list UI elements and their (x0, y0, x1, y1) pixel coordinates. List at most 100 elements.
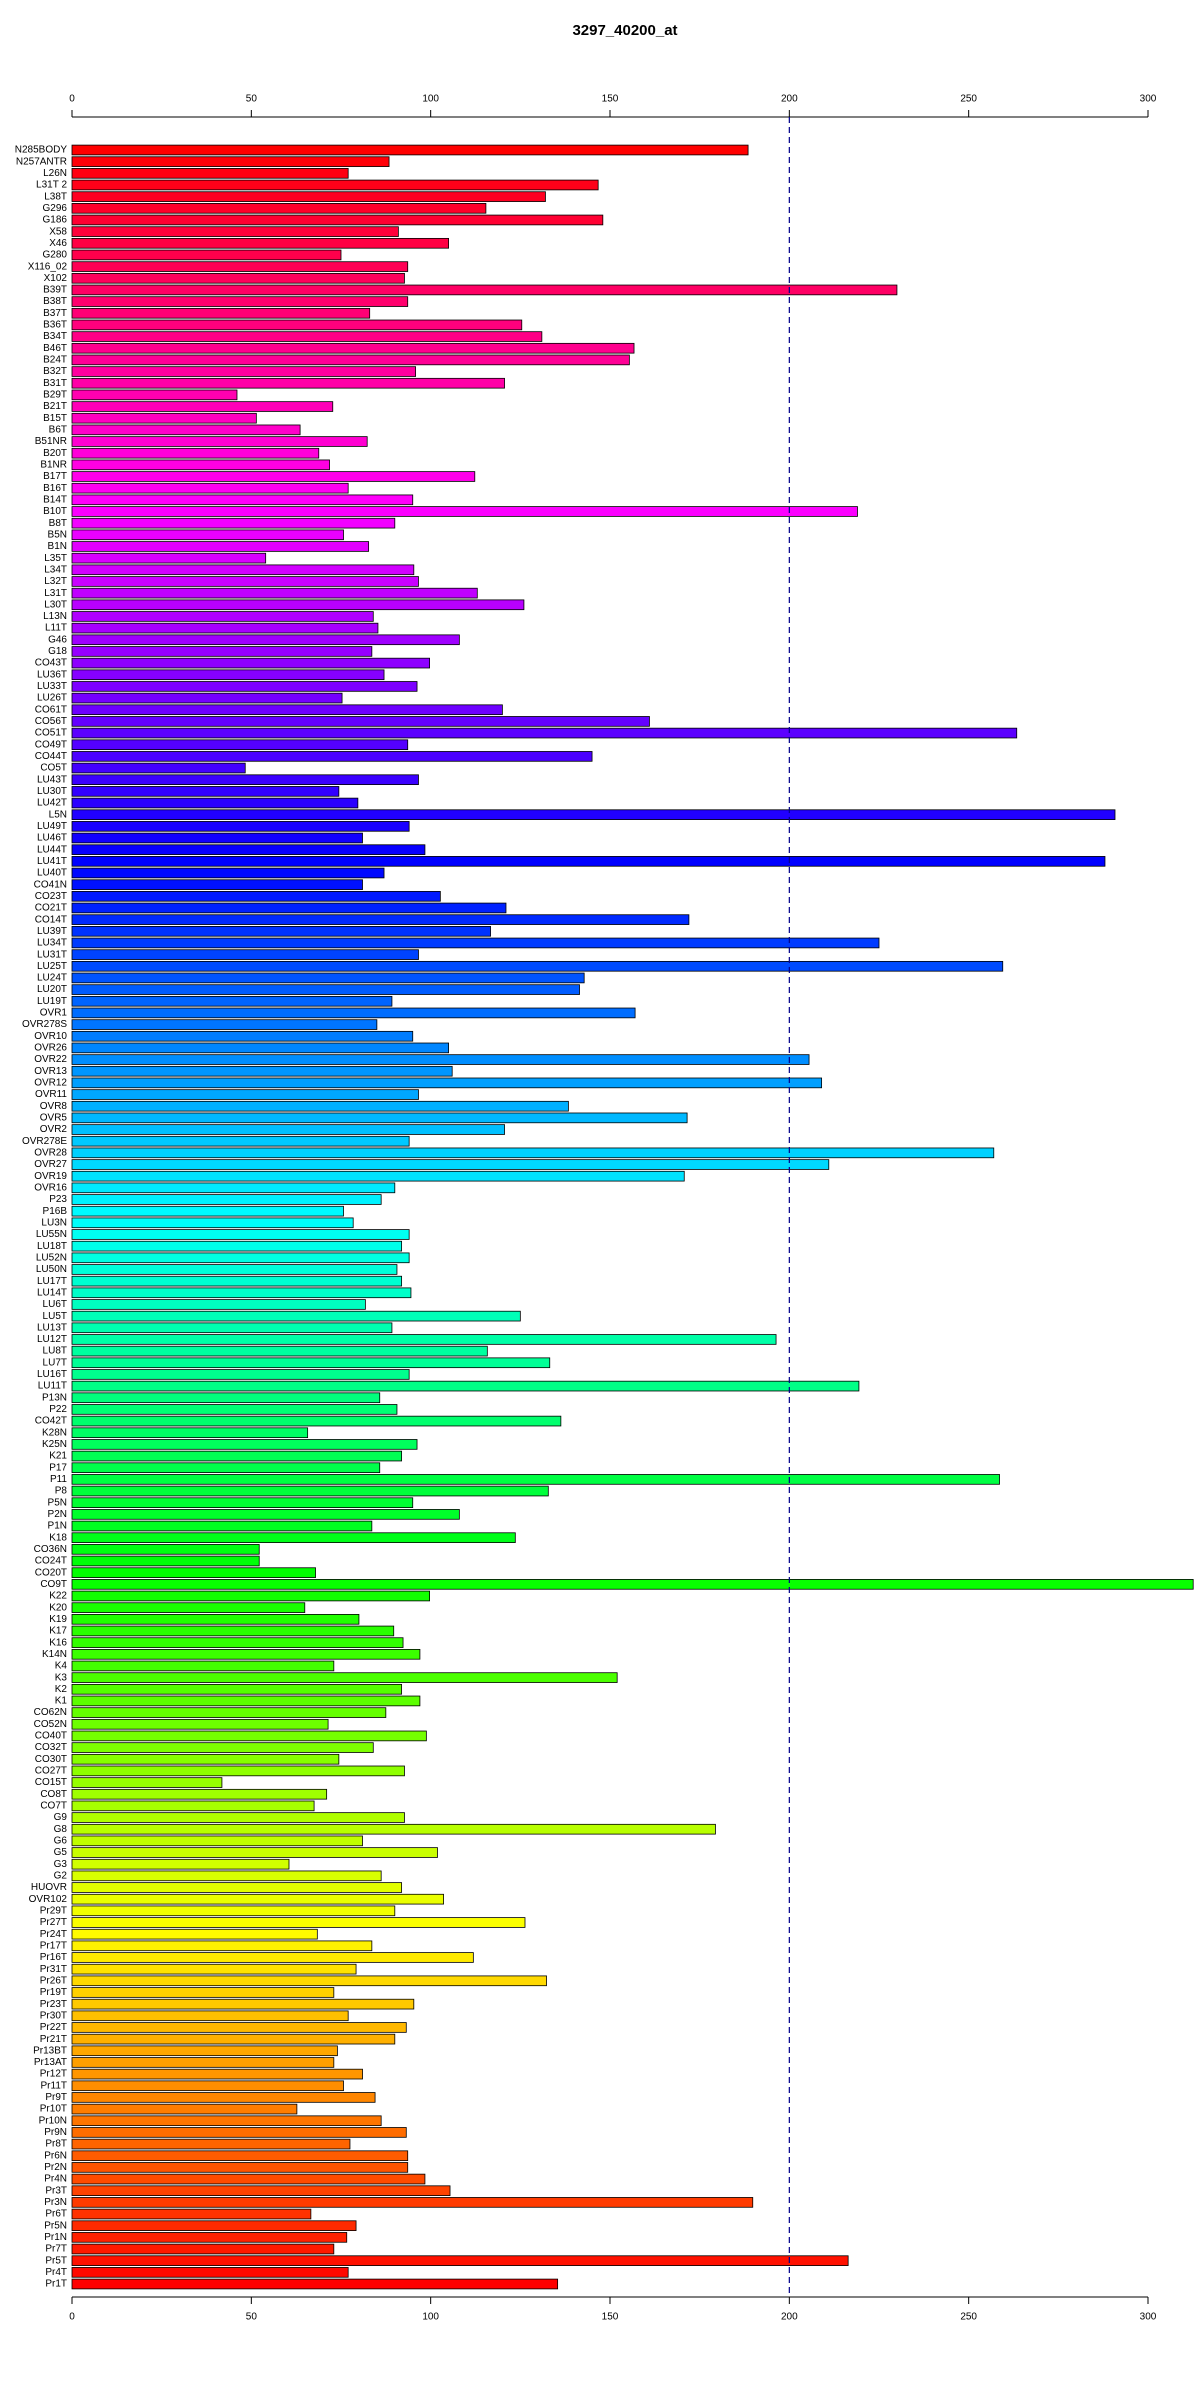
y-tick-label: Pr4N (44, 2174, 67, 2185)
bar (71, 168, 349, 179)
bar (71, 704, 503, 716)
y-tick-label: LU18T (37, 1241, 67, 1252)
bar (71, 447, 320, 459)
y-tick-label: CO49T (35, 739, 67, 750)
y-tick-label: B20T (43, 448, 67, 459)
bar (71, 809, 1116, 820)
y-tick-label: OVR278E (22, 1136, 67, 1147)
bar (71, 681, 418, 692)
bar (71, 995, 393, 1007)
bar (71, 2255, 849, 2266)
bar (71, 249, 342, 261)
bar (71, 844, 426, 855)
y-tick-label: LU50N (36, 1264, 67, 1275)
y-tick-label: K1 (55, 1696, 68, 1707)
y-tick-label: LU17T (37, 1276, 67, 1287)
y-tick-label: Pr22T (40, 2022, 67, 2033)
bar (71, 984, 580, 995)
y-tick-label: G18 (48, 646, 67, 657)
bar (71, 1124, 505, 1135)
bar (71, 1753, 340, 1765)
y-tick-label: LU49T (37, 821, 67, 832)
bar (71, 1462, 381, 1474)
y-tick-label: Pr6T (45, 2209, 67, 2220)
bar (71, 576, 419, 587)
x-tick-label: 0 (69, 2312, 75, 2323)
y-tick-label: Pr4T (45, 2267, 67, 2278)
bar (71, 1765, 405, 1777)
y-tick-label: HUOVR (31, 1882, 67, 1893)
y-tick-label: Pr23T (40, 1999, 67, 2010)
y-tick-label: OVR102 (29, 1894, 68, 1905)
bar (71, 1182, 396, 1194)
y-tick-label: CO41N (34, 879, 67, 890)
bar (71, 867, 385, 879)
bar (71, 762, 246, 774)
y-tick-label: OVR13 (34, 1066, 67, 1077)
y-tick-label: OVR8 (40, 1101, 68, 1112)
bar (71, 552, 267, 564)
y-tick-label: P13N (42, 1392, 67, 1403)
y-tick-label: CO20T (35, 1567, 67, 1578)
x-tick-label: 250 (960, 94, 977, 105)
bar (71, 2197, 754, 2208)
x-tick-label: 50 (246, 2312, 258, 2323)
y-tick-label: LU52N (36, 1252, 67, 1263)
y-tick-label: P22 (49, 1404, 67, 1415)
y-tick-label: OVR11 (35, 1089, 67, 1100)
bar (71, 1369, 410, 1380)
y-tick-label: G186 (43, 215, 68, 226)
y-tick-label: K28N (42, 1427, 67, 1438)
y-tick-label: Pr13AT (34, 2057, 67, 2068)
y-tick-label: Pr17T (40, 1940, 67, 1951)
y-tick-label: CO40T (35, 1731, 67, 1742)
y-tick-label: Pr3T (45, 2185, 67, 2196)
y-tick-label: K22 (49, 1591, 67, 1602)
bar (71, 471, 476, 482)
y-tick-label: CO36N (34, 1544, 67, 1555)
bar (71, 2080, 344, 2092)
bar (71, 203, 487, 214)
bar (71, 1404, 398, 1415)
bar (71, 1928, 318, 1940)
bar (71, 377, 505, 389)
bar (71, 1322, 393, 1334)
bar (71, 1952, 474, 1963)
bar (71, 541, 370, 552)
bar (71, 1847, 438, 1858)
bar (71, 1229, 410, 1240)
y-tick-label: B51NR (35, 436, 67, 447)
y-tick-label: OVR2 (40, 1124, 68, 1135)
y-tick-label: Pr5T (45, 2255, 67, 2266)
y-tick-label: LU30T (37, 786, 67, 797)
y-tick-label: B17T (43, 471, 67, 482)
y-tick-label: Pr7T (45, 2244, 67, 2255)
bar (71, 1497, 414, 1508)
bar (71, 1555, 260, 1567)
bar (71, 2267, 349, 2278)
x-tick-label: 200 (781, 94, 798, 105)
bar (71, 1357, 551, 1369)
y-tick-label: CO23T (35, 891, 67, 902)
y-tick-label: K3 (55, 1672, 68, 1683)
bar (71, 1077, 823, 1089)
bar (71, 436, 368, 447)
bar (71, 1054, 810, 1065)
y-tick-label: G6 (54, 1836, 68, 1847)
y-tick-label: CO32T (35, 1742, 67, 1753)
bar (71, 1905, 396, 1917)
y-tick-label: B46T (43, 343, 67, 354)
y-tick-label: CO14T (35, 914, 67, 925)
bar (71, 1485, 549, 1497)
y-tick-label: X46 (49, 238, 67, 249)
y-tick-label: N285BODY (15, 145, 68, 156)
bar (71, 1823, 716, 1835)
bar (71, 599, 525, 611)
x-tick-label: 150 (602, 2312, 619, 2323)
bar (71, 1683, 403, 1695)
x-tick-label: 100 (422, 94, 439, 105)
y-tick-label: Pr3N (44, 2197, 67, 2208)
bar (71, 1777, 223, 1788)
y-tick-label: P16B (43, 1206, 68, 1217)
bar (71, 506, 858, 517)
